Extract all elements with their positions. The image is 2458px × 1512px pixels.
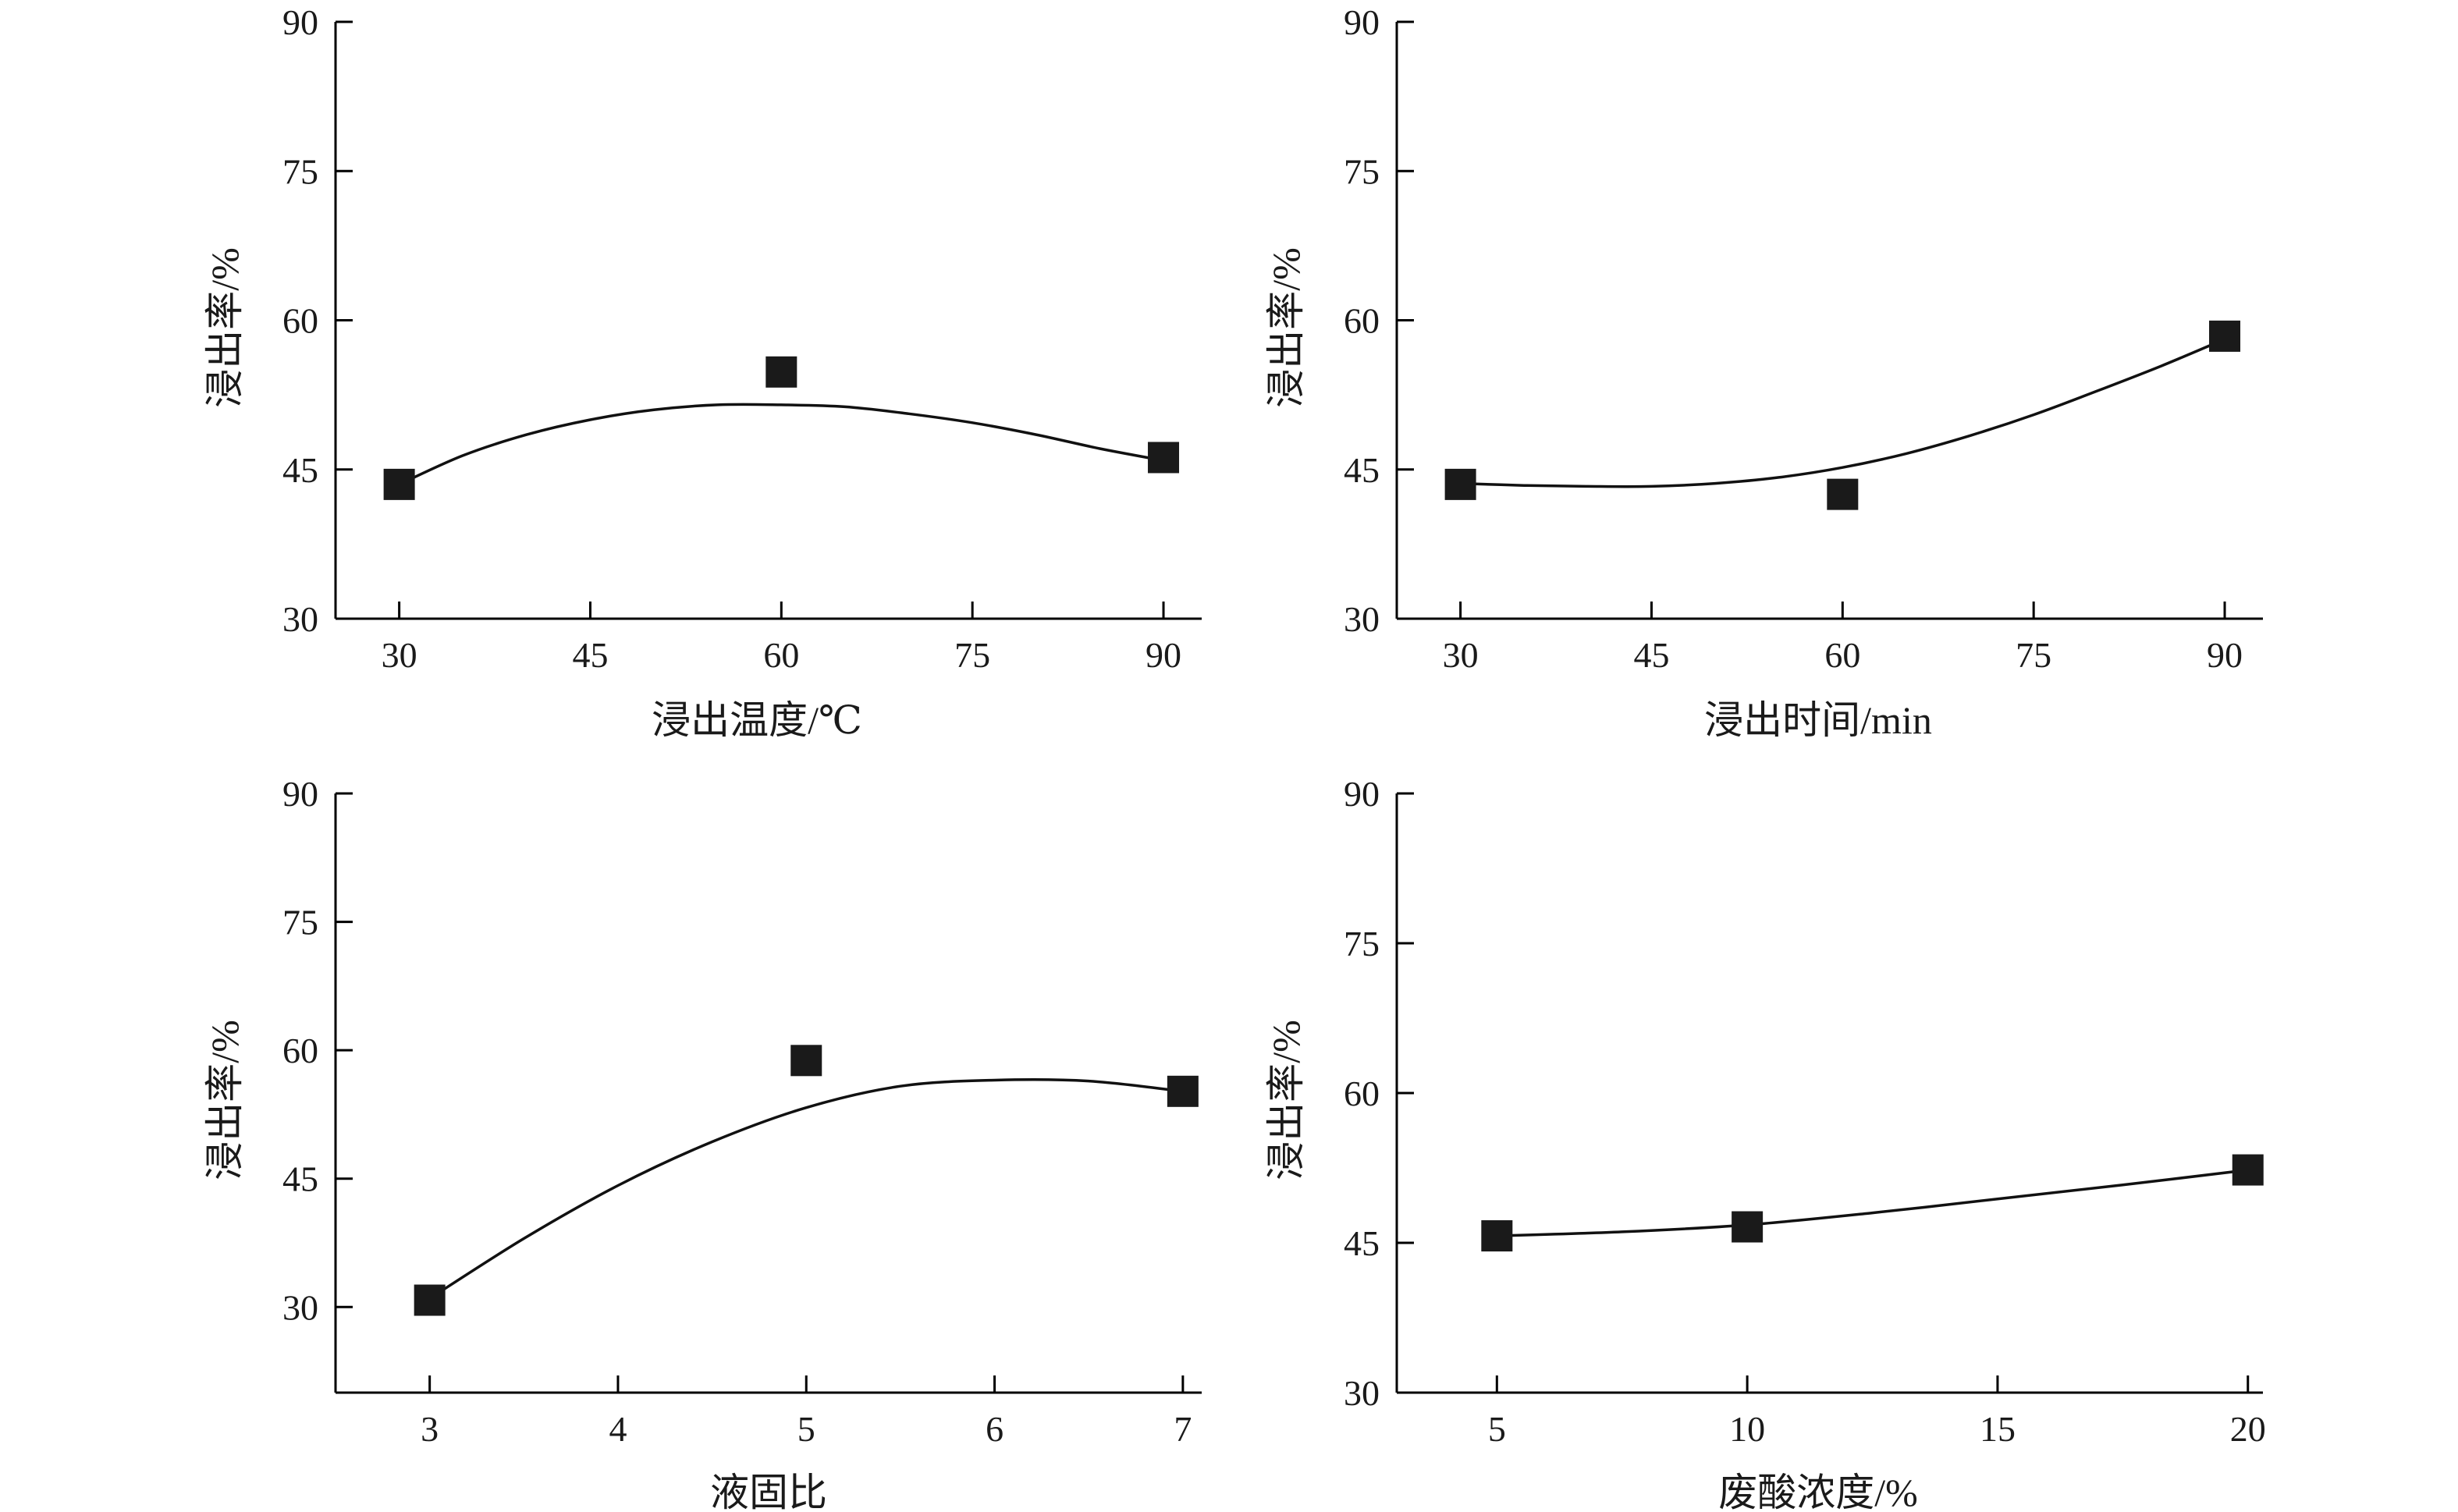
panel-acid-concentration: 废酸浓度/% 浸出率/% 30 45 60 75 90 5 10 15 20 (1264, 774, 2266, 1512)
x-tick-label: 60 (1824, 635, 1860, 675)
x-tick-label: 75 (954, 635, 990, 675)
y-tick-label: 90 (1344, 2, 1380, 42)
y-tick-label: 30 (1344, 599, 1380, 639)
panel-1-y-axis-label: 浸出率/% (203, 247, 247, 408)
x-tick-label: 15 (1980, 1409, 2016, 1449)
y-tick-label: 45 (1344, 1223, 1380, 1263)
panel-3-x-axis-label: 液固比 (710, 1471, 827, 1512)
panel-4-y-axis-label: 浸出率/% (1264, 1020, 1308, 1180)
x-tick-label: 75 (2016, 635, 2051, 675)
y-tick-label: 75 (282, 903, 318, 942)
x-tick-label: 5 (797, 1409, 815, 1449)
panel-temperature: 浸出温度/℃ 浸出率/% 30 45 60 75 90 30 45 60 75 90 (203, 2, 1202, 742)
panel-2-y-axis-label: 浸出率/% (1264, 247, 1308, 408)
y-tick-label: 90 (1344, 774, 1380, 814)
y-tick-label: 30 (282, 1287, 318, 1327)
data-point-marker (765, 356, 797, 388)
x-tick-label: 3 (421, 1409, 439, 1449)
data-point-marker (790, 1045, 822, 1077)
data-point-marker (383, 468, 415, 500)
panel-2-fit-curve (1460, 338, 2225, 488)
data-point-marker (1481, 1220, 1513, 1252)
y-tick-label: 60 (282, 301, 318, 341)
data-point-marker (1732, 1211, 1764, 1243)
panel-1-x-axis-label: 浸出温度/℃ (652, 698, 862, 742)
y-tick-label: 75 (1344, 151, 1380, 191)
x-tick-label: 5 (1488, 1409, 1506, 1449)
x-tick-label: 6 (986, 1409, 1003, 1449)
x-tick-label: 45 (1633, 635, 1669, 675)
x-tick-label: 30 (382, 635, 417, 675)
y-tick-label: 30 (282, 599, 318, 639)
panel-3-y-axis-label: 浸出率/% (203, 1020, 247, 1180)
data-point-marker (1167, 1075, 1199, 1107)
y-tick-label: 45 (1344, 450, 1380, 490)
y-tick-label: 45 (282, 1159, 318, 1199)
data-point-marker (1444, 468, 1476, 500)
panel-4-fit-curve (1497, 1168, 2249, 1237)
x-tick-label: 45 (572, 635, 608, 675)
panel-time: 浸出时间/min 浸出率/% 30 45 60 75 90 30 45 60 75 90 (1264, 2, 2263, 742)
y-tick-label: 60 (1344, 1074, 1380, 1113)
x-tick-label: 10 (1729, 1409, 1765, 1449)
data-point-marker (1827, 478, 1859, 510)
y-tick-label: 30 (1344, 1373, 1380, 1413)
y-tick-label: 60 (282, 1031, 318, 1070)
y-tick-label: 90 (282, 774, 318, 814)
x-tick-label: 20 (2230, 1409, 2266, 1449)
x-tick-label: 30 (1443, 635, 1479, 675)
y-tick-label: 75 (282, 151, 318, 191)
y-tick-label: 75 (1344, 924, 1380, 964)
x-tick-label: 90 (1146, 635, 1181, 675)
x-tick-label: 60 (763, 635, 799, 675)
y-tick-label: 90 (282, 2, 318, 42)
x-tick-label: 7 (1174, 1409, 1192, 1449)
panel-1-fit-curve (398, 403, 1164, 486)
data-point-marker (2209, 320, 2241, 352)
panel-2-x-axis-label: 浸出时间/min (1704, 698, 1932, 742)
x-tick-label: 90 (2207, 635, 2243, 675)
y-tick-label: 45 (282, 450, 318, 490)
panel-4-x-axis-label: 废酸浓度/% (1718, 1471, 1918, 1512)
data-point-marker (2232, 1154, 2264, 1186)
data-point-marker (1148, 442, 1180, 474)
data-point-marker (414, 1284, 446, 1316)
y-tick-label: 60 (1344, 301, 1380, 341)
x-tick-label: 4 (609, 1409, 627, 1449)
panel-3-fit-curve (428, 1078, 1184, 1300)
